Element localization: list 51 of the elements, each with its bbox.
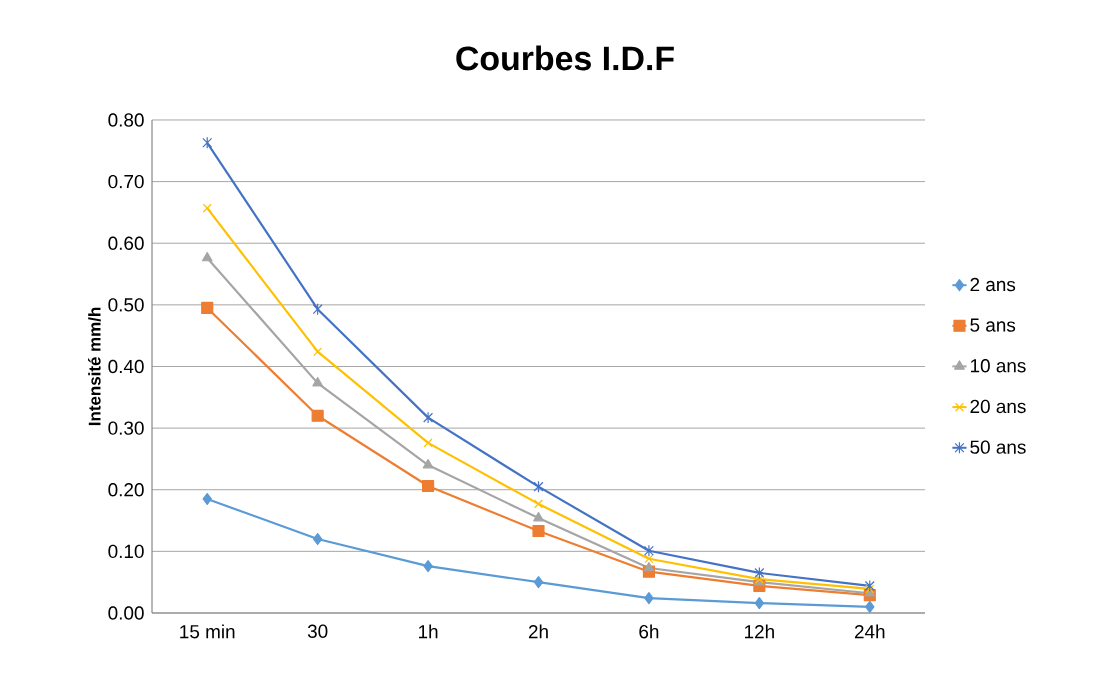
x-tick-label: 24h: [854, 624, 885, 639]
y-tick-label: 0.50: [108, 298, 144, 312]
point: [754, 566, 765, 580]
point: [312, 303, 323, 316]
point: [865, 600, 875, 613]
point: [201, 251, 213, 262]
point: [312, 532, 323, 546]
y-tick-label: 0.60: [108, 236, 144, 250]
point: [423, 560, 433, 573]
point: [311, 409, 324, 422]
point: [533, 512, 544, 522]
point: [533, 480, 544, 493]
point: [423, 438, 433, 448]
point: [533, 576, 544, 589]
y-tick-label: 0.30: [108, 421, 144, 435]
legend-label: 50 ans: [970, 440, 1026, 454]
point: [754, 597, 765, 610]
point: [643, 544, 654, 557]
x-tick-label: 12h: [745, 624, 774, 639]
point: [202, 492, 212, 506]
y-tick-label: 0.00: [108, 606, 144, 620]
y-tick-label: 0.80: [108, 113, 144, 127]
x-tick-label: 15 min: [180, 624, 235, 639]
x-tick-label: 30: [307, 624, 328, 638]
point: [422, 479, 435, 493]
y-tick-label: 0.40: [108, 359, 144, 374]
point: [202, 136, 213, 149]
x-tick-label: 6h: [639, 624, 659, 639]
legend-label: 2 ans: [970, 277, 1016, 292]
chart-title: Courbes I.D.F: [456, 45, 674, 71]
point: [202, 203, 212, 213]
point: [423, 411, 434, 424]
point: [534, 499, 543, 509]
point: [643, 561, 655, 572]
point: [312, 377, 323, 387]
y-tick-label: 0.20: [108, 483, 144, 497]
point: [201, 301, 214, 315]
y-tick-label: 0.10: [108, 544, 144, 559]
x-tick-label: 2h: [528, 624, 548, 639]
point: [864, 579, 875, 592]
point: [532, 524, 545, 538]
point: [644, 554, 654, 564]
legend-label: 20 ans: [970, 399, 1026, 414]
legend-label: 5 ans: [970, 318, 1016, 332]
legend-label: 10 ans: [970, 359, 1026, 373]
point: [313, 347, 323, 357]
y-tick-label: 0.70: [108, 174, 144, 189]
point: [422, 459, 434, 469]
y-axis-title: Intensité mm/h: [88, 307, 101, 426]
point: [644, 592, 654, 605]
x-tick-label: 1h: [418, 624, 438, 639]
